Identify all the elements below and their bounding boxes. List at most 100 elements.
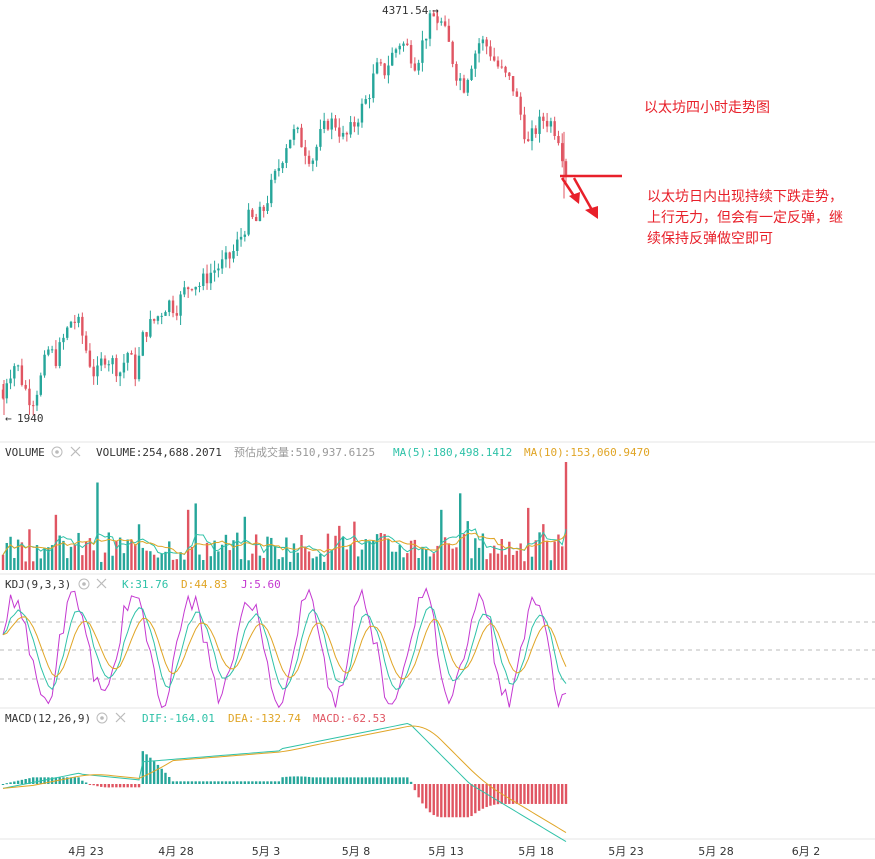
volume-bar [43,547,46,570]
candle-body [118,372,122,377]
macd-histogram-bar [228,781,231,784]
macd-histogram-bar [277,781,281,784]
volume-bar [379,532,383,570]
macd-histogram-bar [353,777,356,784]
macd-histogram [1,751,568,818]
kdj-d: D:44.83 [181,578,227,591]
macd-histogram-bar [341,777,345,784]
volume-bar [217,551,220,570]
candle-body [364,99,367,104]
macd-histogram-bar [493,784,496,805]
macd-histogram-bar [413,784,417,791]
volume-bar [160,553,163,570]
candle-body [443,21,447,26]
macd-histogram-bar [92,784,95,786]
macd-histogram-bar [402,777,405,784]
candle-body [356,122,360,127]
candle-body [304,147,307,156]
candle-body [372,73,375,99]
volume-bar [383,534,386,570]
macd-histogram-bar [394,777,398,784]
macd-histogram-bar [168,776,171,784]
macd-lines [2,723,567,843]
volume-bar [118,537,122,570]
annotation-title: 以太坊四小时走势图 [644,100,770,116]
candle-body [262,206,265,211]
volume-bar [69,546,73,570]
macd-histogram-bar [489,784,492,806]
macd-histogram-bar [511,784,515,804]
volume-settings-icon[interactable] [51,446,63,458]
macd-histogram-bar [198,781,201,784]
candle-body [9,378,12,384]
candle-body [16,365,20,367]
volume-bar [88,538,92,570]
candle-body [413,63,417,71]
candle-body [100,358,103,366]
candle-body [20,365,24,385]
kdj-settings-icon[interactable] [78,578,90,590]
volume-bar [277,559,281,570]
volume-bar [311,558,315,570]
volume-bar [470,558,473,570]
candle-body [39,375,42,395]
candle-body [137,355,141,380]
volume-bar [247,560,250,570]
volume-bar [477,547,481,570]
macd-histogram-bar [152,761,156,784]
macd-histogram-bar [334,777,337,784]
candle-body [553,121,556,136]
candle-body [292,129,296,140]
candlestick-series [1,10,568,415]
volume-bar [390,551,394,570]
macd-histogram-bar [186,781,190,784]
candle-body [424,38,428,41]
macd-histogram-bar [149,757,152,784]
macd-histogram-bar [137,784,141,788]
candle-body [224,252,228,260]
candle-body [481,39,485,44]
candle-body [190,289,194,291]
macd-histogram-bar [258,781,262,784]
volume-close-icon[interactable] [70,446,81,457]
volume-bar [549,560,553,570]
macd-histogram-bar [292,776,296,784]
macd-histogram-bar [171,781,175,784]
volume-bar [519,543,522,570]
candle-body [432,13,435,17]
volume-bar [447,543,451,570]
candle-body [281,162,284,169]
candle-body [349,122,352,135]
volume-bar [50,545,54,570]
macd-histogram-bar [360,777,364,784]
macd-histogram-bar [368,777,371,784]
macd-histogram-bar [20,779,24,784]
macd-close-icon[interactable] [115,712,126,723]
kdj-close-icon[interactable] [96,578,107,589]
volume-bar [16,539,20,570]
macd-histogram-bar [81,780,84,784]
candle-body [496,60,500,67]
price-high-label: 4371.54 [382,4,429,17]
macd-histogram-bar [285,776,288,784]
macd-histogram-bar [273,781,277,784]
volume-bar [489,553,492,570]
candle-body [232,250,235,259]
macd-histogram-bar [485,784,488,808]
candle-body [266,203,269,211]
macd-histogram-bar [398,777,401,784]
candle-body [459,78,462,81]
volume-bar [228,550,231,570]
volume-bar [455,547,458,570]
candle-body [198,285,201,287]
volume-bar [175,559,179,570]
candle-body [527,139,530,142]
macd-histogram-bar [190,781,194,784]
candle-body [485,39,488,47]
volume-bar [409,540,413,570]
candle-body [92,366,95,377]
macd-histogram-bar [217,781,220,784]
macd-settings-icon[interactable] [96,712,108,724]
volume-bar [296,552,299,570]
